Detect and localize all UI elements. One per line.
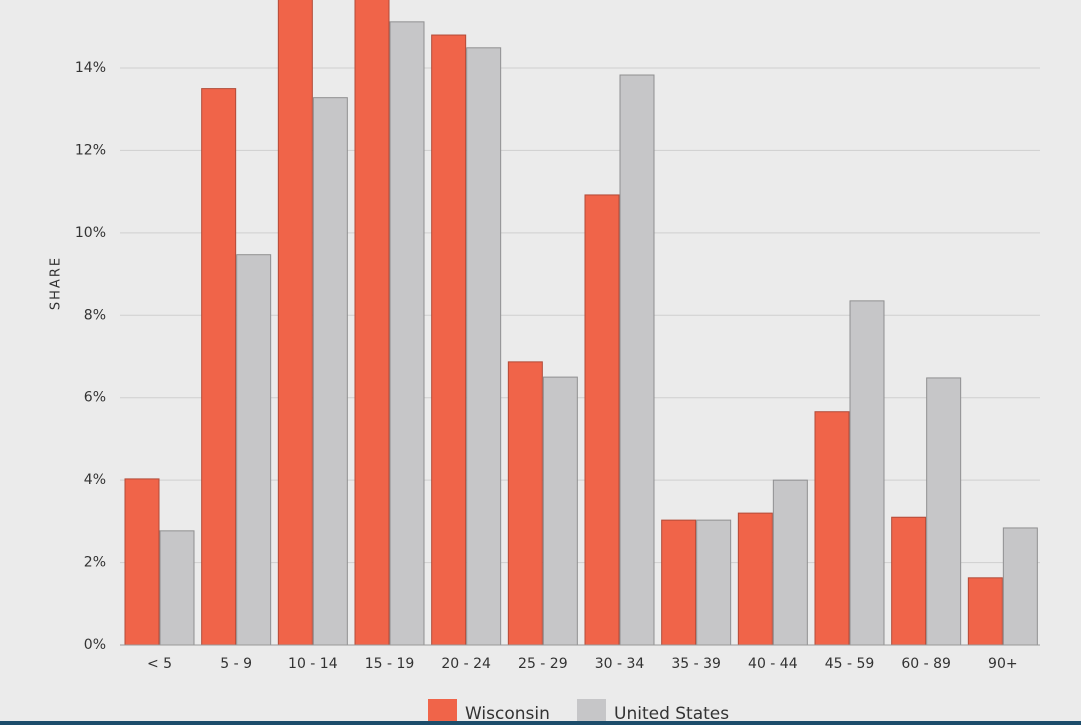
bar [507, 361, 543, 646]
bar [542, 376, 578, 646]
bar [737, 512, 773, 646]
bar [891, 516, 927, 646]
bar [236, 254, 272, 646]
x-tick-label: 5 - 9 [220, 656, 252, 672]
bar [814, 411, 850, 646]
bar [696, 519, 732, 646]
bar [159, 530, 195, 646]
y-tick-label: 14% [75, 60, 106, 76]
y-tick-label: 10% [75, 225, 106, 241]
x-tick-label: 60 - 89 [901, 656, 951, 672]
bar [201, 88, 237, 646]
bar [389, 21, 425, 646]
y-tick-label: 0% [84, 637, 106, 653]
x-tick-label: 40 - 44 [748, 656, 798, 672]
bar [849, 300, 885, 646]
x-tick-label: 90+ [988, 656, 1018, 672]
bar [619, 74, 655, 646]
bar [354, 0, 390, 646]
x-tick-label: 15 - 19 [365, 656, 415, 672]
y-tick-label: 2% [84, 555, 106, 571]
bar [584, 194, 620, 646]
x-tick-label: 45 - 59 [825, 656, 875, 672]
x-tick-label: 35 - 39 [671, 656, 721, 672]
legend-label: United States [614, 704, 729, 724]
y-tick-label: 6% [84, 390, 106, 406]
bar [661, 519, 697, 646]
bottom-border [0, 721, 1081, 725]
bar [466, 47, 502, 646]
bar [124, 478, 160, 646]
bar [926, 377, 962, 646]
y-tick-label: 8% [84, 307, 106, 323]
x-tick-label: < 5 [147, 656, 172, 672]
y-tick-label: 12% [75, 142, 106, 158]
bar [967, 577, 1003, 646]
legend-label: Wisconsin [465, 704, 550, 724]
bar [312, 97, 348, 646]
x-tick-label: 20 - 24 [441, 656, 491, 672]
legend-swatch [577, 699, 606, 725]
bar [772, 479, 808, 646]
bar [431, 34, 467, 646]
x-tick-label: 10 - 14 [288, 656, 338, 672]
legend-swatch [428, 699, 457, 725]
x-tick-label: 25 - 29 [518, 656, 568, 672]
bar [1002, 527, 1038, 646]
y-axis-label: SHARE [49, 256, 64, 310]
y-tick-label: 4% [84, 472, 106, 488]
bar [277, 0, 313, 646]
x-tick-label: 30 - 34 [595, 656, 645, 672]
